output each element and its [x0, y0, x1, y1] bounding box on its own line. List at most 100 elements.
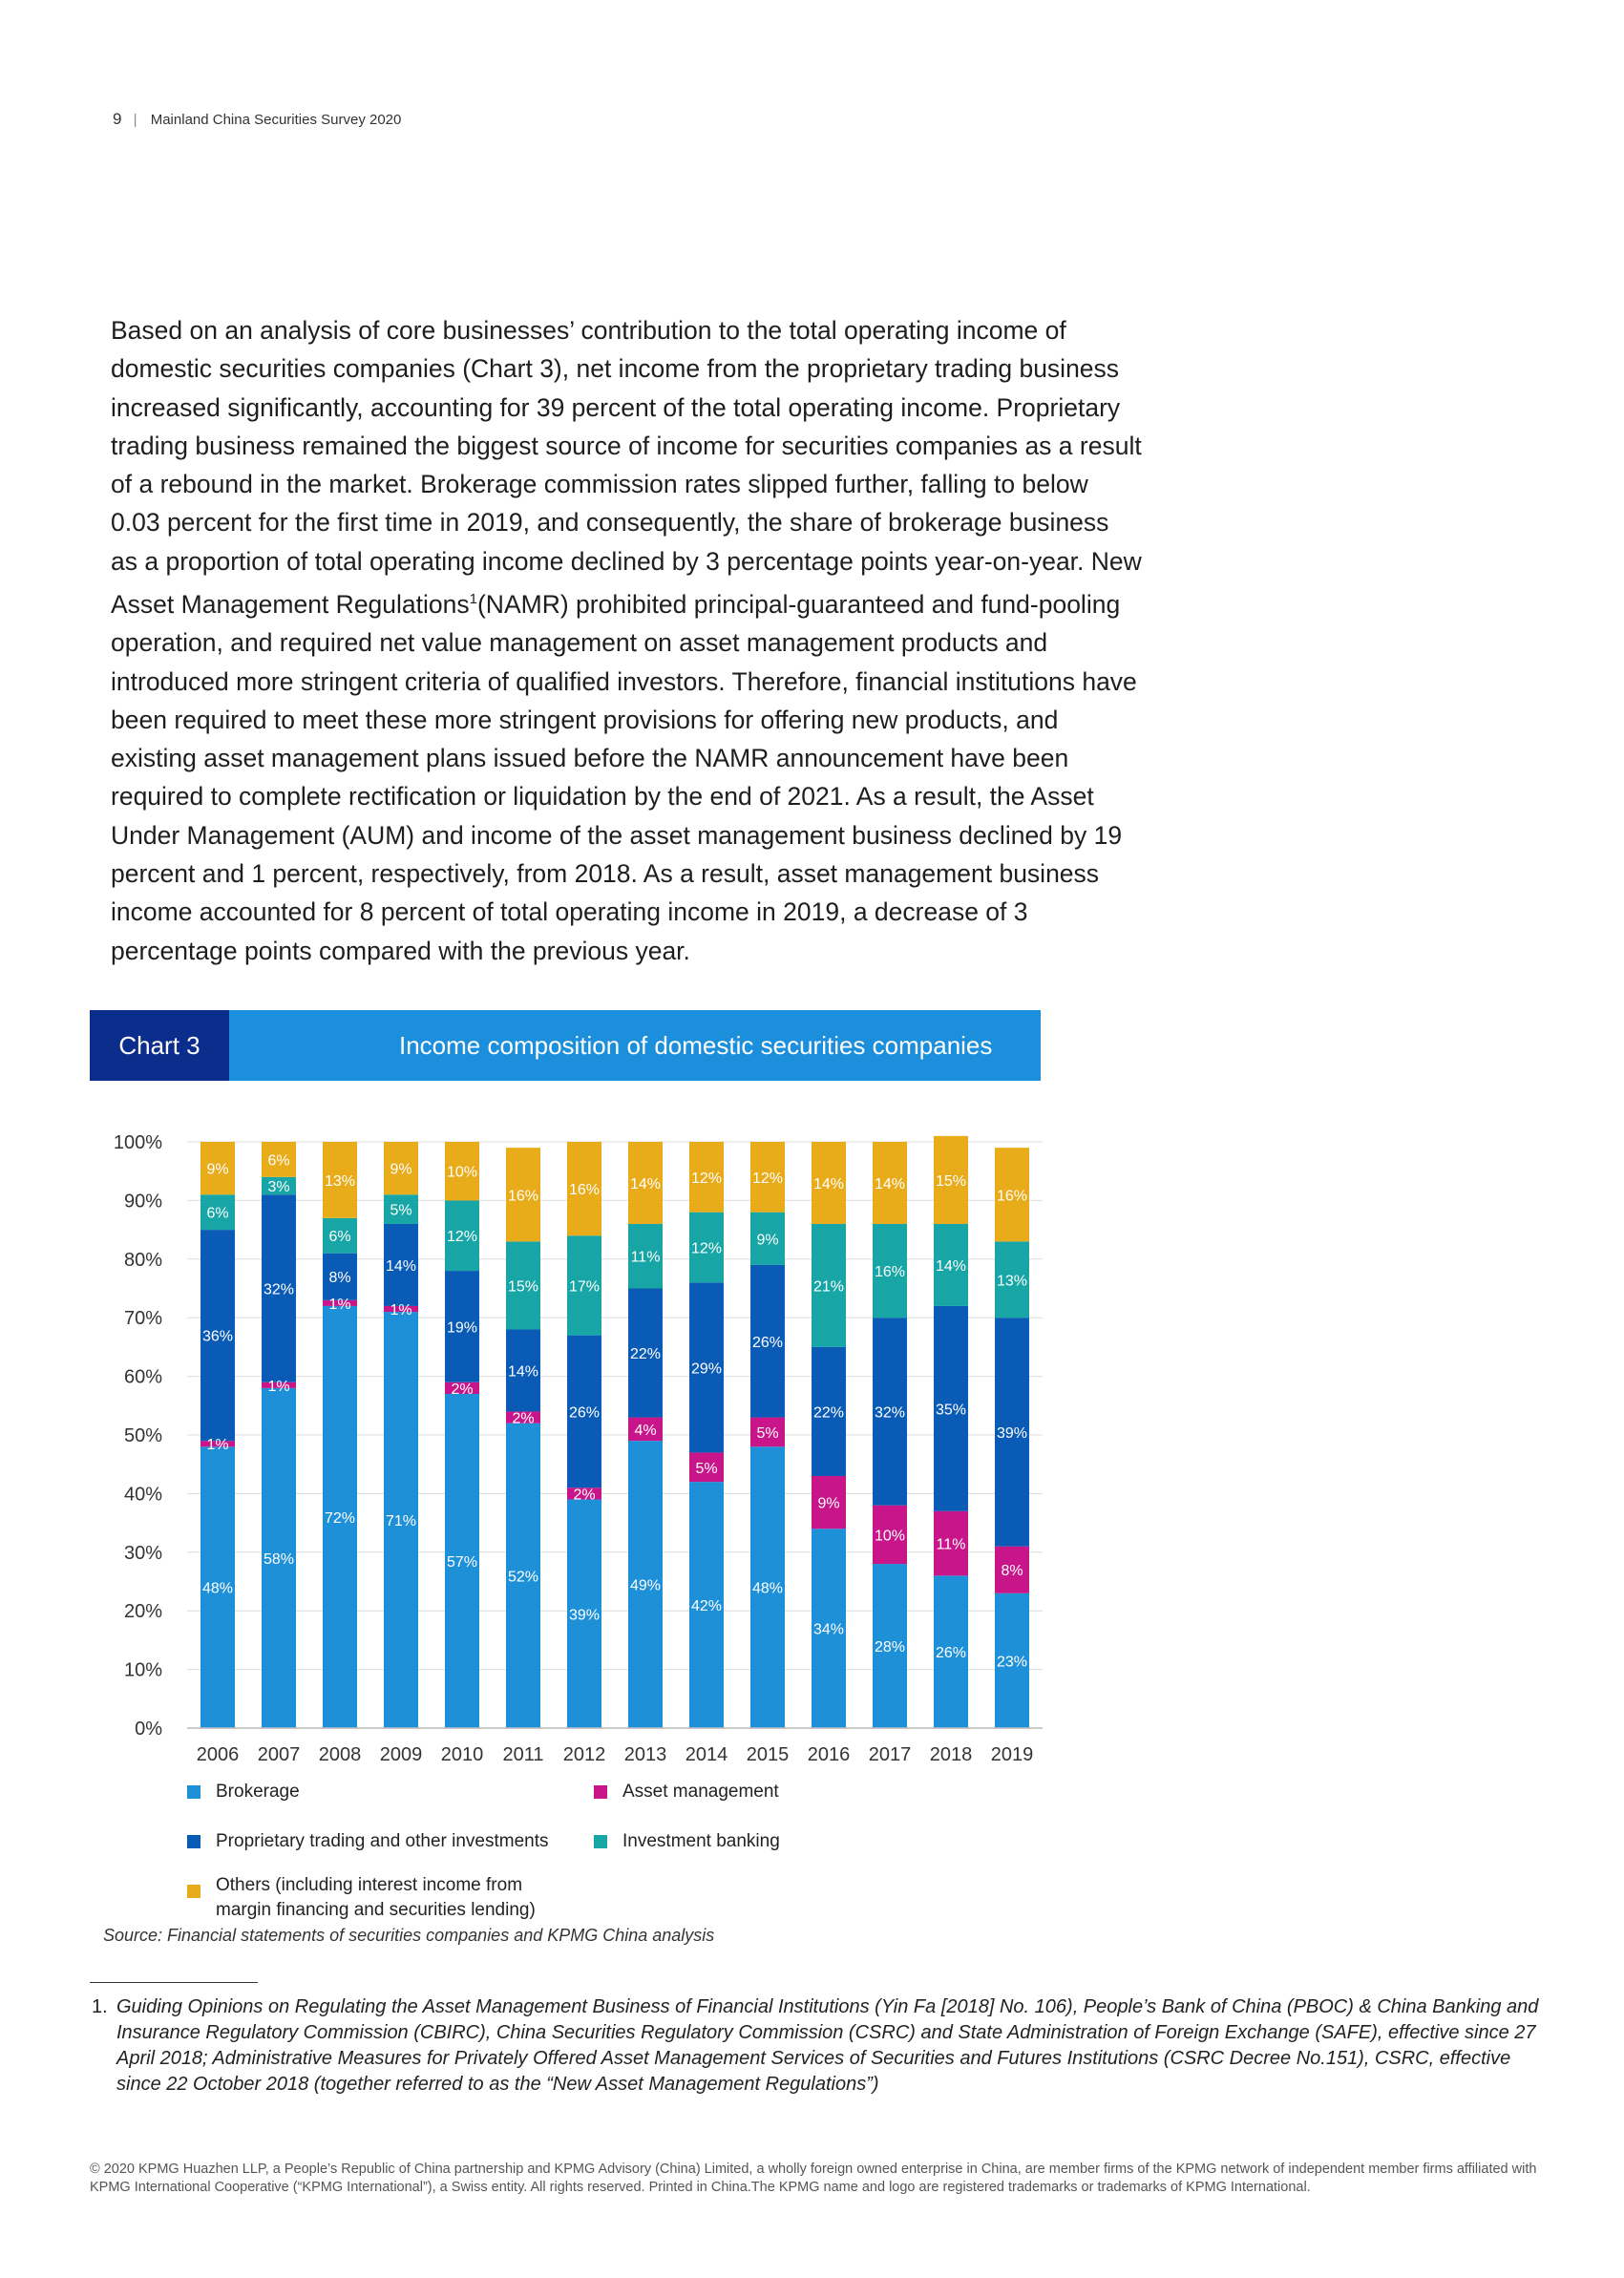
bar-segment	[567, 1335, 601, 1488]
x-tick-label: 2008	[319, 1744, 362, 1765]
data-label: 26%	[936, 1645, 966, 1661]
copyright-notice: © 2020 KPMG Huazhen LLP, a People’s Repu…	[90, 2162, 1537, 2195]
chart-number-label: Chart 3	[90, 1010, 229, 1081]
bar-segment	[812, 1346, 846, 1476]
data-label: 9%	[817, 1496, 839, 1512]
bar-segment	[689, 1452, 724, 1483]
y-tick-label: 50%	[124, 1425, 162, 1446]
y-tick-label: 40%	[124, 1484, 162, 1505]
chart-banner: Chart 3 Income composition of domestic s…	[90, 1010, 1041, 1081]
data-label: 32%	[264, 1282, 294, 1298]
legend-swatch-brokerage	[187, 1785, 200, 1799]
data-label: 14%	[936, 1258, 966, 1275]
bar-segment	[750, 1417, 785, 1447]
chart-source: Source: Financial statements of securiti…	[103, 1926, 715, 1945]
bar-segment	[873, 1564, 907, 1728]
bar-segment	[262, 1142, 296, 1177]
bar-segment	[506, 1329, 540, 1412]
bar-segment	[384, 1312, 418, 1728]
data-label: 26%	[752, 1335, 783, 1351]
data-label: 10%	[875, 1528, 905, 1544]
bar-segment	[934, 1510, 968, 1576]
data-label: 35%	[936, 1402, 966, 1418]
bar-segment	[262, 1176, 296, 1195]
bar-segment	[750, 1446, 785, 1728]
data-label: 12%	[691, 1241, 722, 1257]
data-label: 5%	[756, 1425, 778, 1442]
x-tick-label: 2007	[258, 1744, 301, 1765]
data-label: 17%	[569, 1278, 600, 1295]
data-label: 14%	[630, 1176, 661, 1192]
legend-label-brokerage: Brokerage	[216, 1782, 300, 1802]
data-label: 12%	[447, 1229, 477, 1245]
footnote-reference[interactable]: 1	[469, 591, 477, 608]
data-label: 8%	[1001, 1563, 1023, 1579]
data-label: 13%	[325, 1173, 355, 1190]
bar-segment	[445, 1271, 479, 1382]
bar-segment	[262, 1387, 296, 1728]
data-label: 26%	[569, 1404, 600, 1421]
x-tick-label: 2011	[502, 1744, 543, 1765]
bar-segment	[995, 1546, 1029, 1593]
data-label: 11%	[937, 1537, 966, 1553]
data-label: 16%	[875, 1264, 905, 1280]
data-label: 34%	[813, 1622, 844, 1638]
legend-label-others-line2: margin financing and securities lending)	[216, 1900, 536, 1920]
y-tick-label: 90%	[124, 1191, 162, 1212]
data-label: 9%	[756, 1232, 778, 1248]
data-label: 6%	[206, 1206, 228, 1222]
data-label: 5%	[390, 1203, 411, 1219]
bar-segment	[750, 1264, 785, 1418]
bar-segment	[384, 1305, 418, 1313]
bar-segment	[506, 1148, 540, 1242]
legend-label-asset-management: Asset management	[622, 1782, 779, 1802]
bar-segment	[323, 1217, 357, 1254]
bar-segment	[873, 1318, 907, 1506]
bar-segment	[200, 1441, 235, 1447]
legend-label-investment-banking: Investment banking	[622, 1831, 780, 1851]
bar-segment	[506, 1241, 540, 1330]
footnote-text: Guiding Opinions on Regulating the Asset…	[116, 1996, 1539, 2095]
y-tick-label: 20%	[124, 1601, 162, 1622]
bar-segment	[995, 1592, 1029, 1728]
chart-title: Income composition of domestic securitie…	[229, 1010, 1041, 1081]
bar-segment	[200, 1142, 235, 1195]
data-label: 14%	[386, 1258, 416, 1275]
bar-segment	[384, 1194, 418, 1224]
bar-segment	[323, 1253, 357, 1300]
bar-segment	[384, 1223, 418, 1306]
bar-segment	[567, 1499, 601, 1728]
data-label: 58%	[264, 1551, 294, 1568]
bar-segment	[750, 1212, 785, 1265]
data-label: 4%	[634, 1423, 656, 1439]
data-label: 39%	[569, 1607, 600, 1623]
bar-segment	[506, 1411, 540, 1424]
data-label: 1%	[328, 1297, 350, 1313]
data-label: 36%	[202, 1329, 233, 1345]
bar-segment	[812, 1223, 846, 1347]
data-label: 5%	[695, 1461, 717, 1477]
bar-segment	[628, 1288, 663, 1418]
footnote: 1. Guiding Opinions on Regulating the As…	[92, 1994, 1543, 2098]
bar-segment	[689, 1482, 724, 1728]
bar-segment	[628, 1441, 663, 1728]
bar-segment	[628, 1223, 663, 1289]
bar-segment	[812, 1475, 846, 1529]
bar-segment	[262, 1382, 296, 1388]
body-text-part1: Based on an analysis of core businesses’…	[111, 316, 1142, 619]
x-tick-label: 2017	[869, 1744, 912, 1765]
bar-segment	[323, 1299, 357, 1306]
bar-segment	[567, 1487, 601, 1500]
bar-segment	[262, 1194, 296, 1382]
data-label: 52%	[508, 1569, 538, 1585]
bar-segment	[689, 1282, 724, 1453]
body-text-part2: (NAMR) prohibited principal-guaranteed a…	[111, 589, 1137, 965]
bar-segment	[689, 1212, 724, 1283]
data-label: 16%	[508, 1188, 538, 1204]
bar-segment	[445, 1394, 479, 1728]
x-tick-label: 2019	[991, 1744, 1034, 1765]
page-header: 9 | Mainland China Securities Survey 202…	[113, 110, 401, 129]
bar-segment	[567, 1235, 601, 1336]
y-tick-label: 0%	[135, 1719, 162, 1740]
x-tick-label: 2013	[624, 1744, 667, 1765]
